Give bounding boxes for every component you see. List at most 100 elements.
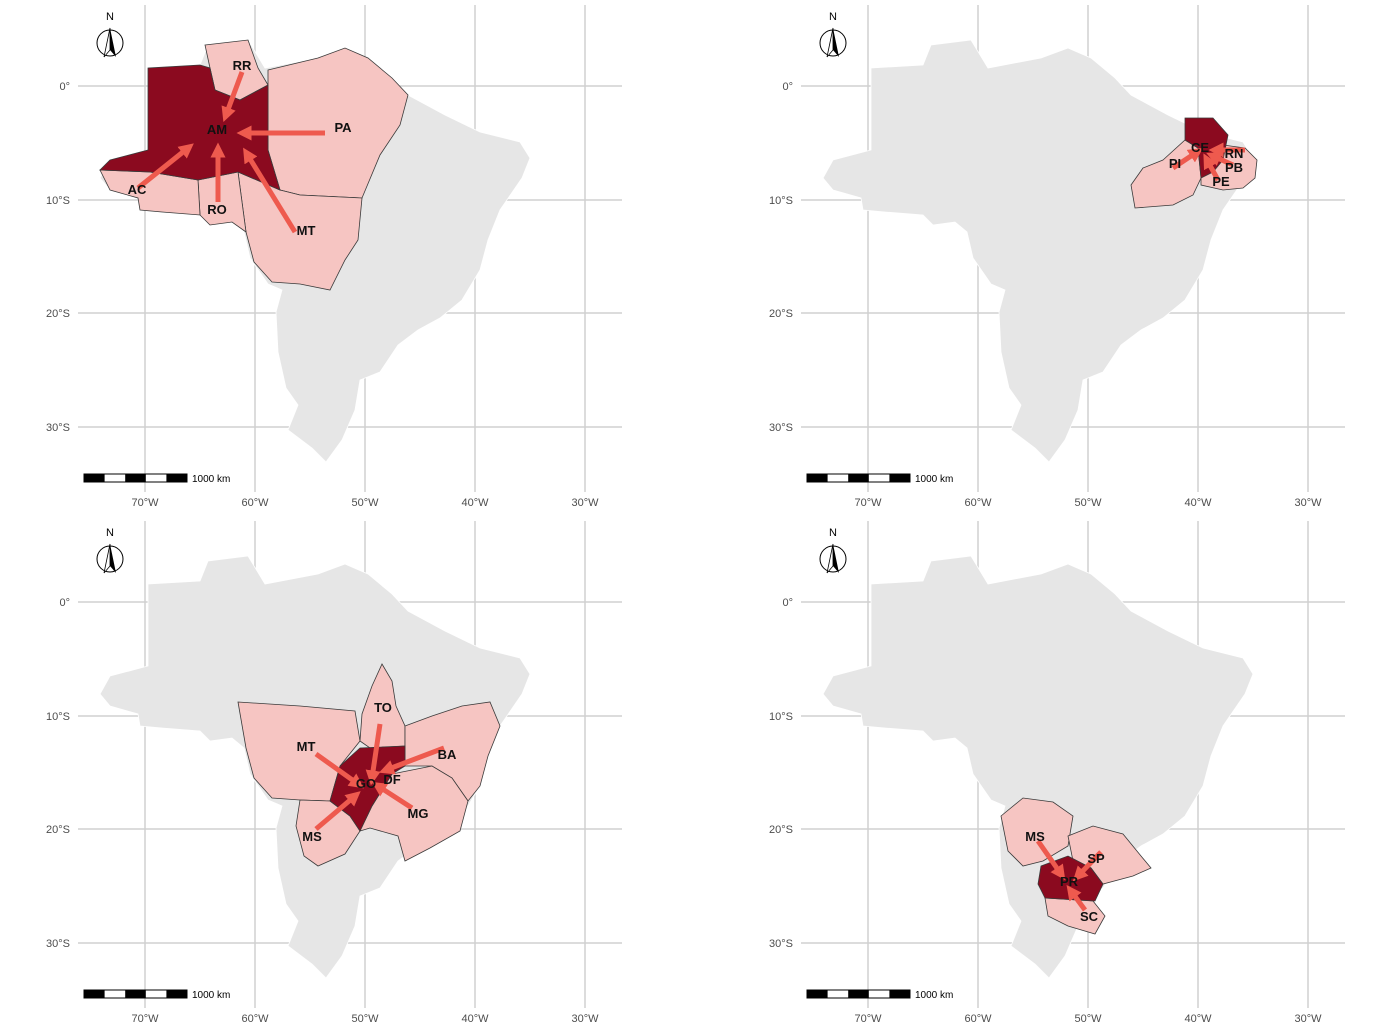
arrow-to	[365, 723, 383, 786]
scale-label: 1000 km	[192, 474, 230, 485]
panel-3: TO MT BA GO DF MS MG N 1000 km 70°W 60°W…	[46, 521, 622, 1025]
svg-text:30°S: 30°S	[769, 938, 793, 950]
state-label: AC	[128, 182, 147, 197]
state-label: MS	[1025, 829, 1045, 844]
svg-text:30°S: 30°S	[46, 938, 70, 950]
scale-bar: 1000 km	[83, 473, 230, 485]
x-tick-labels: 70°W 60°W 50°W 40°W 30°W	[854, 1013, 1322, 1025]
state-label: SP	[1087, 851, 1105, 866]
svg-text:60°W: 60°W	[964, 497, 992, 509]
north-arrow-icon: N	[819, 11, 847, 58]
svg-text:50°W: 50°W	[1074, 497, 1102, 509]
svg-text:0°: 0°	[782, 81, 793, 93]
north-arrow-icon: N	[96, 527, 124, 574]
svg-text:20°S: 20°S	[46, 308, 70, 320]
y-tick-labels: 0° 10°S 20°S 30°S	[769, 597, 793, 950]
svg-text:30°W: 30°W	[571, 1013, 599, 1025]
north-label: N	[106, 11, 114, 23]
svg-text:60°W: 60°W	[964, 1013, 992, 1025]
svg-text:0°: 0°	[59, 597, 70, 609]
state-label: TO	[374, 700, 392, 715]
north-label: N	[829, 527, 837, 539]
arrow-rr	[221, 71, 245, 123]
svg-text:30°S: 30°S	[769, 422, 793, 434]
arrow-mt	[243, 147, 298, 234]
state-label: MG	[408, 806, 429, 821]
scale-label: 1000 km	[915, 474, 953, 485]
svg-text:60°W: 60°W	[241, 497, 269, 509]
north-arrow-icon: N	[96, 11, 124, 58]
svg-text:10°S: 10°S	[46, 711, 70, 723]
state-label: SC	[1080, 909, 1099, 924]
svg-text:40°W: 40°W	[461, 1013, 489, 1025]
flow-arrows	[314, 723, 445, 831]
state-label: MT	[297, 739, 316, 754]
scale-label: 1000 km	[192, 990, 230, 1001]
y-tick-labels: 0° 10°S 20°S 30°S	[46, 597, 70, 950]
svg-text:70°W: 70°W	[131, 497, 159, 509]
state-label: MT	[297, 223, 316, 238]
svg-text:20°S: 20°S	[769, 308, 793, 320]
scale-bar: 1000 km	[806, 473, 953, 485]
flow-arrows	[1035, 839, 1103, 912]
state-label: DF	[383, 772, 400, 787]
svg-text:20°S: 20°S	[769, 824, 793, 836]
north-label: N	[106, 527, 114, 539]
svg-text:0°: 0°	[59, 81, 70, 93]
scale-bar: 1000 km	[806, 989, 953, 1001]
svg-text:10°S: 10°S	[769, 711, 793, 723]
svg-text:50°W: 50°W	[351, 1013, 379, 1025]
state-label: PA	[334, 120, 352, 135]
svg-text:40°W: 40°W	[1184, 1013, 1212, 1025]
state-label: AM	[207, 122, 227, 137]
state-label: PR	[1060, 874, 1079, 889]
svg-text:10°S: 10°S	[769, 195, 793, 207]
state-label: PE	[1212, 174, 1230, 189]
state-label: RN	[1225, 146, 1244, 161]
scale-bar: 1000 km	[83, 989, 230, 1001]
svg-text:70°W: 70°W	[854, 497, 882, 509]
y-tick-labels: 0° 10°S 20°S 30°S	[46, 81, 70, 434]
svg-text:30°W: 30°W	[1294, 497, 1322, 509]
state-ms	[1000, 797, 1074, 867]
svg-text:40°W: 40°W	[461, 497, 489, 509]
state-label: RO	[207, 202, 227, 217]
state-am-hub	[99, 64, 281, 191]
svg-text:60°W: 60°W	[241, 1013, 269, 1025]
state-label: PB	[1225, 160, 1243, 175]
panel-2: CE RN PI PB PE N 1000 km 70°W 60°W 50°W …	[769, 5, 1345, 509]
state-label: CE	[1191, 140, 1209, 155]
x-tick-labels: 70°W 60°W 50°W 40°W 30°W	[131, 1013, 599, 1025]
brazil-outline	[822, 39, 1254, 463]
arrow-pe	[1203, 153, 1221, 182]
north-label: N	[829, 11, 837, 23]
state-mt	[237, 171, 363, 291]
x-tick-labels: 70°W 60°W 50°W 40°W 30°W	[131, 497, 599, 509]
arrow-ac	[136, 143, 194, 190]
svg-text:50°W: 50°W	[351, 497, 379, 509]
svg-text:30°S: 30°S	[46, 422, 70, 434]
arrow-mt	[314, 751, 365, 789]
arrow-ba	[378, 745, 445, 775]
arrow-pi	[1171, 147, 1204, 171]
svg-text:20°S: 20°S	[46, 824, 70, 836]
scale-label: 1000 km	[915, 990, 953, 1001]
arrow-ms	[1035, 839, 1066, 881]
arrow-sc	[1066, 884, 1088, 912]
arrow-sp	[1072, 850, 1103, 882]
state-label: GO	[356, 776, 376, 791]
brazil-outline	[822, 555, 1254, 979]
state-label: PI	[1169, 156, 1181, 171]
svg-text:50°W: 50°W	[1074, 1013, 1102, 1025]
svg-text:30°W: 30°W	[571, 497, 599, 509]
svg-text:70°W: 70°W	[131, 1013, 159, 1025]
north-arrow-icon: N	[819, 527, 847, 574]
svg-text:40°W: 40°W	[1184, 497, 1212, 509]
svg-text:30°W: 30°W	[1294, 1013, 1322, 1025]
svg-text:0°: 0°	[782, 597, 793, 609]
svg-text:10°S: 10°S	[46, 195, 70, 207]
y-tick-labels: 0° 10°S 20°S 30°S	[769, 81, 793, 434]
state-label: MS	[302, 829, 322, 844]
panel-1: RR AM PA AC RO MT N 1000 km 70°W 60°W 50…	[46, 5, 622, 509]
